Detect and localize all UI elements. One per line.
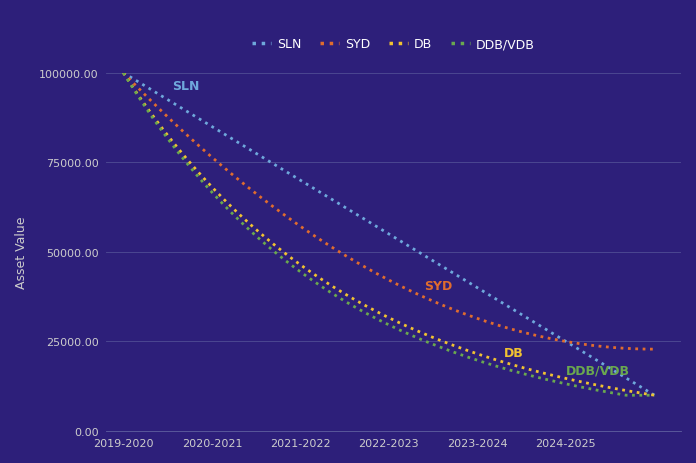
Line: DDB/VDB: DDB/VDB <box>123 74 654 395</box>
DDB/VDB <box>434 344 442 349</box>
SYD <box>567 340 575 345</box>
Y-axis label: Asset Value: Asset Value <box>15 216 28 288</box>
Text: DB: DB <box>504 347 523 360</box>
Legend: SLN, SYD, DB, DDB/VDB: SLN, SYD, DB, DDB/VDB <box>247 33 540 56</box>
DDB/VDB <box>444 348 452 353</box>
SYD <box>601 344 609 350</box>
SLN <box>650 393 658 398</box>
DDB/VDB <box>622 393 630 398</box>
DB <box>119 71 127 76</box>
SLN <box>567 342 575 348</box>
SLN <box>601 363 609 368</box>
Line: SYD: SYD <box>123 74 654 350</box>
DB <box>436 338 444 343</box>
DDB/VDB <box>567 382 575 388</box>
Text: SYD: SYD <box>425 280 452 293</box>
Text: SLN: SLN <box>172 80 200 93</box>
Line: SLN: SLN <box>123 74 654 395</box>
DB <box>444 341 452 346</box>
SYD <box>119 71 127 76</box>
SYD <box>121 73 129 78</box>
SYD <box>444 305 452 311</box>
DDB/VDB <box>601 389 609 394</box>
Line: DB: DB <box>123 74 654 395</box>
SYD <box>436 301 444 307</box>
DB <box>601 384 609 389</box>
DDB/VDB <box>121 74 129 79</box>
DB <box>567 377 575 382</box>
SLN <box>436 263 444 268</box>
SYD <box>650 347 658 352</box>
SLN <box>119 71 127 76</box>
DDB/VDB <box>436 344 444 350</box>
Text: DDB/VDB: DDB/VDB <box>566 363 630 376</box>
SLN <box>444 268 452 273</box>
DB <box>121 74 129 79</box>
DDB/VDB <box>650 393 658 398</box>
SLN <box>121 72 129 77</box>
DB <box>434 337 442 343</box>
DDB/VDB <box>119 71 127 76</box>
DB <box>650 393 658 398</box>
SLN <box>434 261 442 267</box>
SYD <box>434 300 442 306</box>
